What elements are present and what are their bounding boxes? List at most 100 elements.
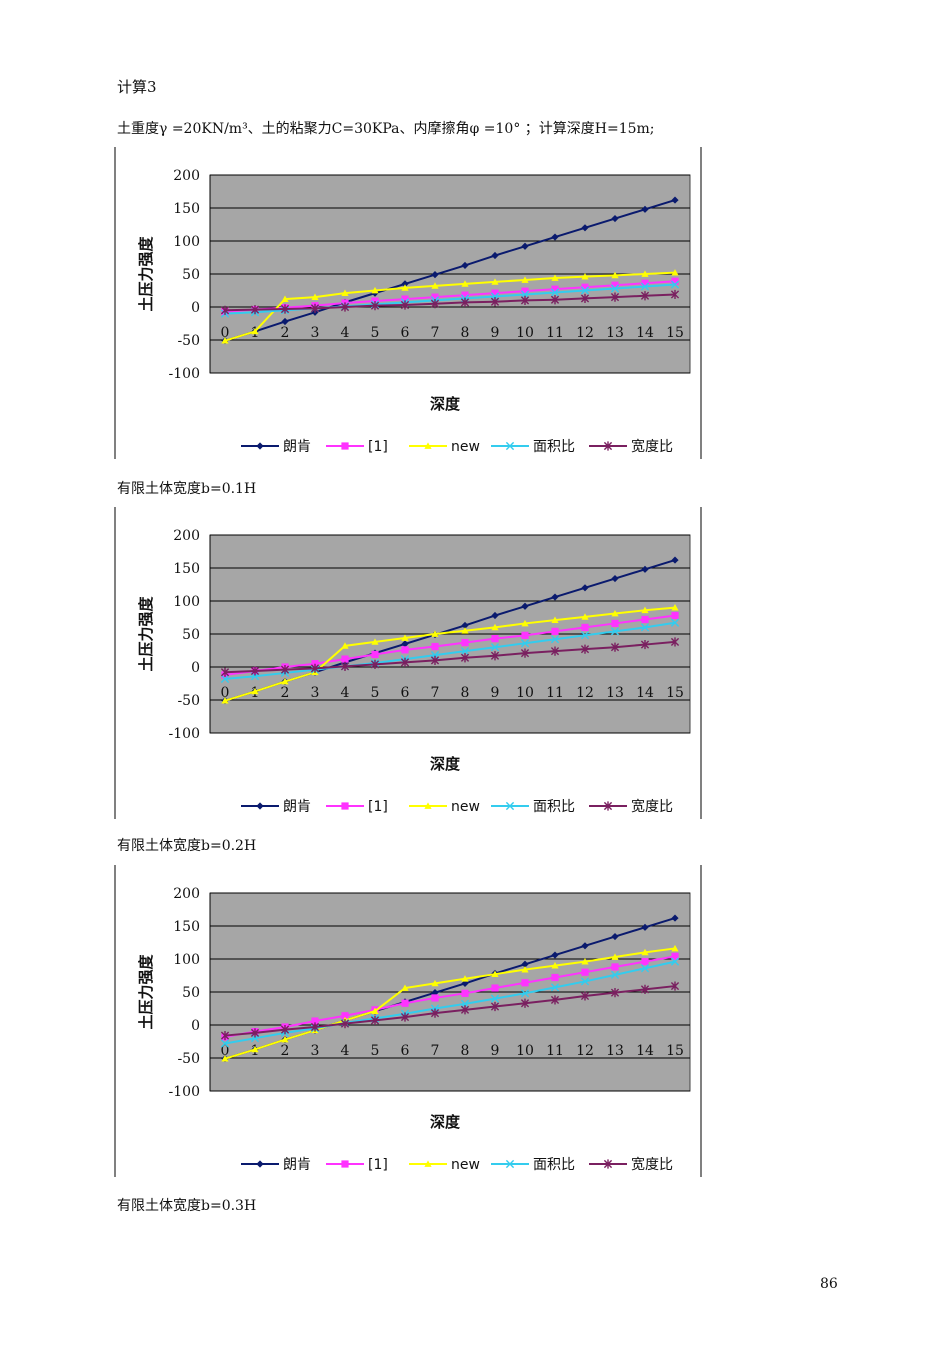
legend-swatch-marker (505, 801, 515, 811)
x-tick-label: 5 (371, 1043, 380, 1059)
series-2 (221, 944, 679, 1062)
legend-swatch-marker (603, 801, 613, 811)
y-tick-label: 200 (173, 528, 200, 544)
chart-b-0.2H: 200150100500-50-100012345678910111213141… (113, 507, 713, 827)
data-point (371, 650, 379, 659)
data-point (521, 979, 529, 987)
data-point (671, 277, 679, 285)
series-line (224, 271, 676, 342)
data-point (640, 639, 650, 650)
series-line (224, 614, 676, 676)
data-point (551, 962, 559, 969)
data-point (431, 630, 439, 637)
series-line (224, 955, 676, 1038)
data-point (311, 660, 319, 668)
page-heading: 计算3 (117, 78, 157, 96)
data-point (550, 646, 560, 656)
series-line (224, 621, 676, 680)
x-tick-label: 8 (461, 325, 470, 341)
chart-svg: 200150100500-50-100012345678910111213141… (114, 147, 702, 459)
data-point (280, 1025, 290, 1035)
y-tick-label: 150 (173, 919, 200, 935)
series-line (224, 960, 676, 1045)
data-point (221, 697, 229, 704)
legend-label: 宽度比 (631, 798, 673, 815)
data-point (671, 952, 679, 960)
chart-b-0.1H: 200150100500-50-100012345678910111213141… (113, 147, 713, 467)
data-point (640, 964, 650, 973)
data-point (520, 989, 530, 998)
data-point (460, 1005, 470, 1015)
x-tick-label: 13 (606, 325, 624, 341)
chart-svg: 200150100500-50-100012345678910111213141… (114, 865, 702, 1177)
data-point (431, 642, 439, 651)
y-tick-label: 50 (182, 627, 200, 643)
series-4 (220, 289, 680, 315)
data-point (640, 291, 650, 301)
legend-label: [1] (368, 439, 388, 455)
data-point (280, 665, 290, 675)
data-point (641, 279, 649, 287)
data-point (641, 948, 649, 956)
data-point (341, 289, 349, 297)
y-tick-label: -100 (169, 726, 200, 742)
x-tick-label: 5 (371, 325, 380, 341)
data-point (280, 304, 290, 314)
x-tick-label: 10 (516, 685, 534, 701)
x-axis-label: 深度 (430, 1113, 461, 1131)
data-point (640, 984, 650, 994)
data-point (311, 293, 319, 300)
series-line (224, 293, 676, 312)
x-tick-label: 3 (311, 325, 320, 341)
data-point (221, 337, 229, 344)
legend-label: 宽度比 (631, 1156, 673, 1173)
legend-entry: new (409, 799, 480, 815)
x-tick-label: 0 (221, 1043, 230, 1059)
data-point (430, 655, 440, 665)
legend-swatch-marker (505, 441, 515, 451)
data-point (340, 661, 350, 671)
data-point (641, 923, 649, 931)
data-point (551, 233, 559, 241)
data-point (640, 623, 650, 632)
data-point (370, 301, 380, 311)
parameters-line: 土重度γ =20KN/m³、土的粘聚力C=30KPa、内摩擦角φ =10° ；计… (117, 121, 655, 137)
legend-swatch-marker (341, 1160, 349, 1168)
data-point (671, 196, 679, 204)
data-point (281, 1035, 289, 1043)
data-point (401, 984, 409, 991)
y-axis-label: 土压力强度 (137, 236, 155, 312)
data-point (551, 274, 559, 281)
x-tick-label: 5 (371, 685, 380, 701)
data-point (610, 627, 620, 636)
legend-label: new (451, 799, 480, 815)
x-tick-label: 7 (431, 1043, 440, 1059)
x-tick-label: 11 (546, 325, 564, 341)
chart-caption-2: 有限土体宽度b=0.2H (117, 838, 257, 854)
legend-label: [1] (368, 1157, 388, 1173)
data-point (611, 574, 619, 583)
data-point (491, 289, 499, 297)
x-axis-label: 深度 (430, 755, 461, 773)
data-point (521, 276, 529, 283)
data-point (610, 642, 620, 652)
legend-label: 面积比 (533, 799, 575, 815)
legend-entry: [1] (326, 1157, 388, 1173)
data-point (310, 303, 320, 313)
legend-label: new (451, 439, 480, 455)
x-axis-label: 深度 (430, 395, 461, 413)
data-point (371, 1007, 379, 1015)
data-point (581, 584, 589, 592)
data-point (461, 975, 469, 982)
y-tick-label: -100 (169, 1084, 200, 1100)
x-tick-label: 9 (491, 325, 500, 341)
data-point (220, 305, 230, 315)
data-point (430, 299, 440, 309)
chart-svg: 200150100500-50-100012345678910111213141… (114, 507, 702, 819)
data-point (670, 957, 680, 966)
series-2 (221, 269, 679, 344)
x-tick-label: 4 (341, 1043, 350, 1059)
y-tick-label: 150 (173, 561, 200, 577)
chart-b-0.3H: 200150100500-50-100012345678910111213141… (113, 865, 713, 1185)
data-point (611, 281, 619, 289)
